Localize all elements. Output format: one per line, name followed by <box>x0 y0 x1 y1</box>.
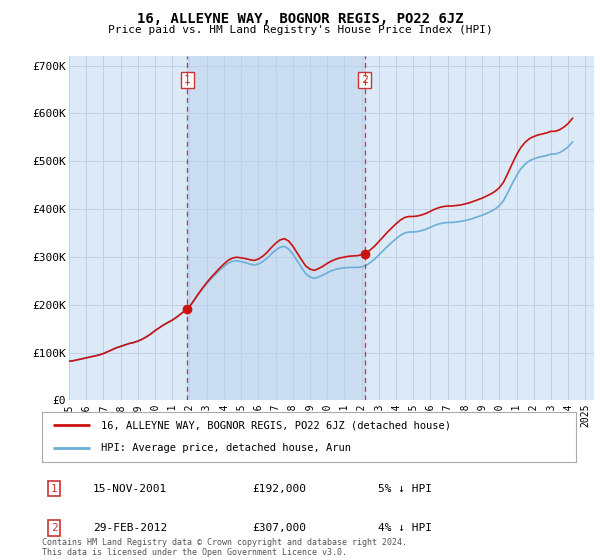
Text: 15-NOV-2001: 15-NOV-2001 <box>93 484 167 493</box>
Text: 2: 2 <box>50 523 58 533</box>
Text: 1: 1 <box>50 484 58 493</box>
Text: 29-FEB-2012: 29-FEB-2012 <box>93 523 167 533</box>
Text: 2: 2 <box>361 75 368 85</box>
Text: 1: 1 <box>184 75 191 85</box>
Text: HPI: Average price, detached house, Arun: HPI: Average price, detached house, Arun <box>101 444 351 454</box>
Text: 4% ↓ HPI: 4% ↓ HPI <box>378 523 432 533</box>
Text: 16, ALLEYNE WAY, BOGNOR REGIS, PO22 6JZ (detached house): 16, ALLEYNE WAY, BOGNOR REGIS, PO22 6JZ … <box>101 420 451 430</box>
Text: Price paid vs. HM Land Registry's House Price Index (HPI): Price paid vs. HM Land Registry's House … <box>107 25 493 35</box>
Text: £192,000: £192,000 <box>252 484 306 493</box>
Text: 16, ALLEYNE WAY, BOGNOR REGIS, PO22 6JZ: 16, ALLEYNE WAY, BOGNOR REGIS, PO22 6JZ <box>137 12 463 26</box>
Bar <box>187 56 365 400</box>
Text: £307,000: £307,000 <box>252 523 306 533</box>
Text: Contains HM Land Registry data © Crown copyright and database right 2024.
This d: Contains HM Land Registry data © Crown c… <box>42 538 407 557</box>
Text: 5% ↓ HPI: 5% ↓ HPI <box>378 484 432 493</box>
